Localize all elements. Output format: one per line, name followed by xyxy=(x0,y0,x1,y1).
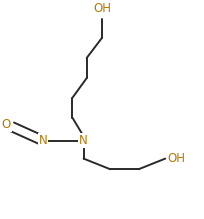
Text: N: N xyxy=(39,134,47,147)
Text: N: N xyxy=(79,134,88,147)
Text: O: O xyxy=(1,118,11,131)
Text: OH: OH xyxy=(93,2,111,14)
Text: OH: OH xyxy=(167,152,185,165)
